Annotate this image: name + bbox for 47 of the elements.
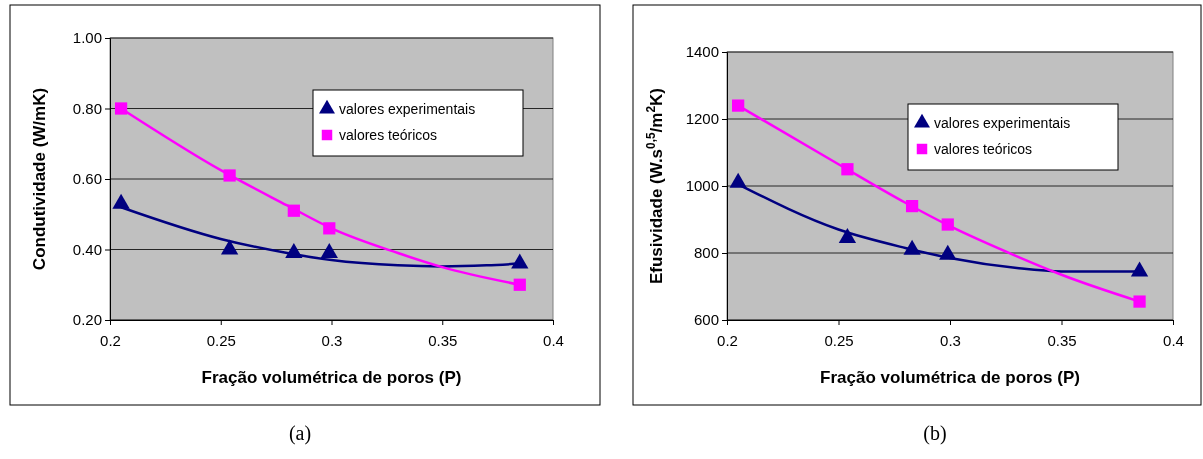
y-tick-label: 0.40 <box>72 240 102 258</box>
legend-label: valores teóricos <box>934 141 1033 157</box>
point <box>285 243 303 259</box>
x-axis-title: Fração volumétrica de poros (P) <box>201 368 462 387</box>
point <box>732 99 745 112</box>
point <box>729 172 747 188</box>
x-tick-label: 0.3 <box>321 332 343 349</box>
y-tick-label: 0.60 <box>72 170 102 188</box>
y-tick-label: 600 <box>693 311 719 329</box>
point <box>939 244 957 260</box>
y-tick-label: 1400 <box>685 43 719 61</box>
y-tick-label: 1.00 <box>72 29 102 47</box>
point <box>287 204 300 217</box>
x-tick-label: 0.4 <box>543 332 564 349</box>
point <box>320 243 338 259</box>
x-tick-label: 0.4 <box>1163 332 1184 349</box>
y-axis-title: Condutividade (W/mK) <box>30 87 49 271</box>
x-tick-label: 0.3 <box>940 332 961 349</box>
point <box>841 163 854 176</box>
x-tick-label: 0.25 <box>824 332 854 349</box>
point <box>114 102 128 115</box>
y-tick-label: 800 <box>693 244 719 262</box>
y-tick-label: 1200 <box>685 110 719 128</box>
point <box>323 222 336 235</box>
point <box>1130 261 1149 277</box>
point <box>941 218 954 231</box>
x-tick-label: 0.2 <box>717 332 738 349</box>
point <box>112 193 130 209</box>
point <box>838 227 857 243</box>
point <box>511 253 529 269</box>
x-tick-label: 0.35 <box>1047 332 1077 349</box>
point <box>223 169 236 182</box>
y-tick-label: 1000 <box>685 177 719 195</box>
x-axis-title: Fração volumétrica de poros (P) <box>820 368 1080 387</box>
x-tick-label: 0.25 <box>206 332 236 349</box>
y-tick-label: 0.80 <box>72 99 102 117</box>
text: (b) <box>923 422 947 445</box>
point <box>903 239 921 255</box>
text: (a) <box>288 422 312 445</box>
legend-label: valores experimentais <box>339 101 476 117</box>
legend-label: valores teóricos <box>339 127 438 143</box>
legend-label: valores experimentais <box>934 115 1071 131</box>
x-tick-label: 0.2 <box>100 332 121 349</box>
point <box>220 239 239 255</box>
y-tick-label: 0.20 <box>72 311 102 329</box>
x-tick-label: 0.35 <box>428 332 458 349</box>
point <box>905 199 919 213</box>
